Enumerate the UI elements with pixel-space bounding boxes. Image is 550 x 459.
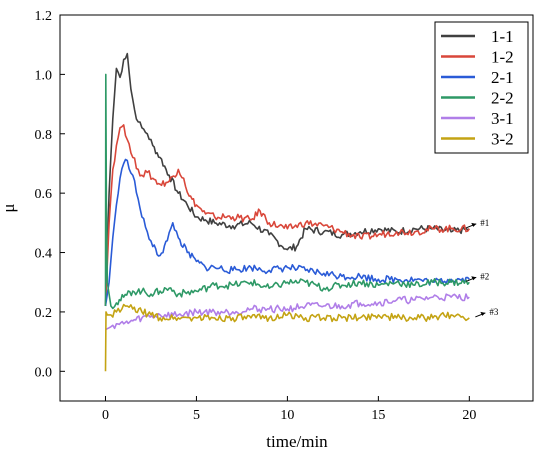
x-tick-label: 0 <box>102 408 109 423</box>
x-tick-label: 20 <box>462 408 476 423</box>
annotation-arrowhead <box>471 222 477 227</box>
annotations: #1 #2 #3 <box>466 218 499 318</box>
y-tick-label: 0.2 <box>35 306 53 321</box>
annotation-label: #3 <box>489 307 499 317</box>
series-line-3-2 <box>104 303 470 372</box>
y-tick-label: 1.2 <box>35 9 53 24</box>
y-tick-label: 0.6 <box>35 187 53 202</box>
legend-label: 2-2 <box>491 89 514 108</box>
legend-label: 1-1 <box>491 27 514 46</box>
x-tick-label: 10 <box>280 408 294 423</box>
annotation-label: #2 <box>480 271 489 281</box>
y-tick-label: 0.0 <box>35 365 53 380</box>
plot-area <box>104 52 470 372</box>
y-tick-label: 0.8 <box>35 128 53 143</box>
legend-label: 2-1 <box>491 68 514 87</box>
y-axis-title: μ <box>0 203 18 212</box>
y-tick-label: 0.4 <box>35 247 53 262</box>
series-line-3-1 <box>105 293 470 331</box>
series-line-1-2 <box>104 124 470 307</box>
legend-label: 3-1 <box>491 109 514 128</box>
y-tick-label: 1.0 <box>35 68 53 83</box>
x-axis-title: time/min <box>266 432 328 451</box>
annotation-arrowhead <box>480 311 486 316</box>
series-line-1-1 <box>104 52 470 307</box>
annotation-label: #1 <box>480 218 489 228</box>
legend-label: 3-2 <box>491 130 514 149</box>
legend-box <box>434 21 529 154</box>
series-line-2-2 <box>104 73 470 310</box>
y-axis: 0.0 0.2 0.4 0.6 0.8 1.0 1.2 <box>35 9 65 380</box>
legend: 1-1 1-22-1 2-23-1 3-2 <box>434 21 529 154</box>
legend-label: 1-2 <box>491 48 514 67</box>
x-tick-label: 15 <box>371 408 385 423</box>
plot-frame <box>59 14 534 402</box>
x-tick-label: 5 <box>193 408 200 423</box>
annotation-arrowhead <box>471 276 477 281</box>
x-axis: 0 5 10 15 20 <box>102 396 476 423</box>
